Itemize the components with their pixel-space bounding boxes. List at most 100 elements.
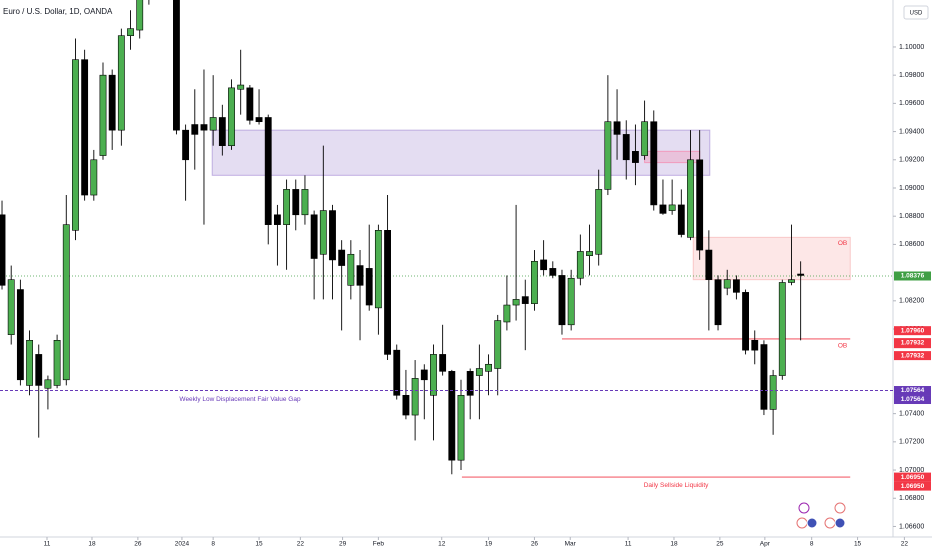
candle-body bbox=[255, 117, 263, 123]
x-tick-label: 29 bbox=[339, 541, 347, 548]
x-tick-label: 22 bbox=[901, 541, 909, 548]
candle-body bbox=[558, 275, 566, 326]
x-tick-label: 22 bbox=[297, 541, 305, 548]
price-badge bbox=[894, 386, 931, 396]
price-badge bbox=[894, 326, 931, 336]
candle-body bbox=[402, 395, 410, 416]
event-icon[interactable] bbox=[796, 517, 808, 529]
event-icon[interactable] bbox=[834, 517, 846, 529]
currency-button[interactable] bbox=[903, 5, 929, 20]
price-badge-label: 1.07932 bbox=[901, 352, 925, 359]
candle-body bbox=[44, 379, 52, 389]
x-tick-label: Apr bbox=[760, 541, 771, 548]
y-tick-label: 1.06800 bbox=[899, 495, 924, 502]
y-tick-label: 1.06600 bbox=[899, 523, 924, 530]
candle-body bbox=[732, 279, 740, 293]
candle-body bbox=[411, 378, 419, 416]
x-tick-label: 8 bbox=[810, 541, 814, 548]
candle-body bbox=[540, 259, 548, 271]
event-icons bbox=[796, 502, 846, 529]
candle-body bbox=[173, 0, 180, 131]
candle-body bbox=[0, 214, 6, 286]
candle-body bbox=[81, 59, 89, 196]
event-icon[interactable] bbox=[824, 517, 836, 529]
candle-body bbox=[127, 28, 134, 36]
price-badge-label: 1.07564 bbox=[901, 387, 925, 394]
x-tick-label: 2024 bbox=[175, 541, 190, 548]
candle-body bbox=[439, 354, 447, 372]
event-icon[interactable] bbox=[798, 502, 810, 514]
candle-body bbox=[356, 265, 364, 286]
candle-body bbox=[218, 117, 226, 146]
x-tick-label: 18 bbox=[88, 541, 96, 548]
y-tick-label: 1.07000 bbox=[899, 467, 924, 474]
candle-body bbox=[319, 210, 327, 255]
candle-body bbox=[117, 35, 125, 131]
candle-body bbox=[742, 292, 749, 351]
y-tick-label: 1.08200 bbox=[899, 298, 924, 305]
candle-body bbox=[99, 74, 107, 156]
candle-body bbox=[283, 189, 291, 225]
currency-label[interactable]: USD bbox=[910, 11, 923, 17]
candle-body bbox=[503, 304, 511, 323]
candle-body bbox=[108, 74, 116, 131]
zone bbox=[692, 236, 851, 281]
x-tick-label: 12 bbox=[438, 541, 446, 548]
candle-body bbox=[420, 369, 428, 381]
candle-body bbox=[310, 214, 318, 259]
candle-body bbox=[35, 354, 43, 386]
candle-body bbox=[136, 0, 144, 31]
candle-body bbox=[714, 279, 722, 326]
candle-body bbox=[209, 117, 217, 131]
price-badge bbox=[894, 338, 931, 348]
candle-body bbox=[457, 395, 465, 461]
candle-body bbox=[347, 253, 355, 286]
x-tick-label: 11 bbox=[625, 541, 632, 548]
x-tick-label: 19 bbox=[485, 541, 493, 548]
candle-body bbox=[604, 121, 612, 190]
candle-body bbox=[622, 134, 630, 161]
candle-body bbox=[668, 204, 676, 211]
candle-body bbox=[797, 273, 805, 276]
price-badge-label: 1.06950 bbox=[901, 483, 925, 490]
x-tick-label: 26 bbox=[134, 541, 142, 548]
level-label: Weekly Low Displacement Fair Value Gap bbox=[179, 396, 301, 403]
candle-body bbox=[466, 371, 474, 396]
x-tick-label: 26 bbox=[531, 541, 539, 548]
candle-body bbox=[549, 268, 557, 276]
candle-body bbox=[586, 251, 593, 256]
candle-body bbox=[788, 279, 795, 283]
y-tick-label: 1.08600 bbox=[899, 241, 924, 248]
candle-body bbox=[576, 251, 584, 279]
chart-title: Euro / U.S. Dollar, 1D, OANDA bbox=[3, 7, 113, 16]
candle-body bbox=[650, 121, 658, 206]
price-badge bbox=[894, 481, 931, 491]
price-badge-label: 1.08376 bbox=[901, 273, 925, 280]
y-tick-label: 1.09200 bbox=[899, 157, 924, 164]
y-tick-label: 1.07400 bbox=[899, 410, 924, 417]
y-tick-label: 1.09400 bbox=[899, 128, 924, 135]
candle-body bbox=[613, 121, 621, 135]
x-tick-label: 15 bbox=[255, 541, 263, 548]
x-tick-label: 25 bbox=[716, 541, 724, 548]
x-tick-label: 8 bbox=[211, 541, 215, 548]
candle-body bbox=[200, 124, 208, 131]
event-icon[interactable] bbox=[806, 517, 818, 529]
price-badge bbox=[894, 351, 931, 361]
candle-body bbox=[191, 124, 199, 135]
x-tick-label: 11 bbox=[44, 541, 51, 548]
candle-body bbox=[90, 159, 98, 196]
zone-label: OB bbox=[838, 240, 847, 247]
candle-body bbox=[228, 87, 235, 146]
candle-body bbox=[696, 159, 704, 251]
event-icon[interactable] bbox=[834, 502, 846, 514]
price-badge-label: 1.07564 bbox=[901, 396, 925, 403]
candle-body bbox=[687, 159, 694, 238]
candle-body bbox=[329, 210, 336, 261]
candle-body bbox=[273, 214, 281, 225]
candle-body bbox=[365, 268, 373, 306]
candle-body bbox=[521, 296, 529, 304]
